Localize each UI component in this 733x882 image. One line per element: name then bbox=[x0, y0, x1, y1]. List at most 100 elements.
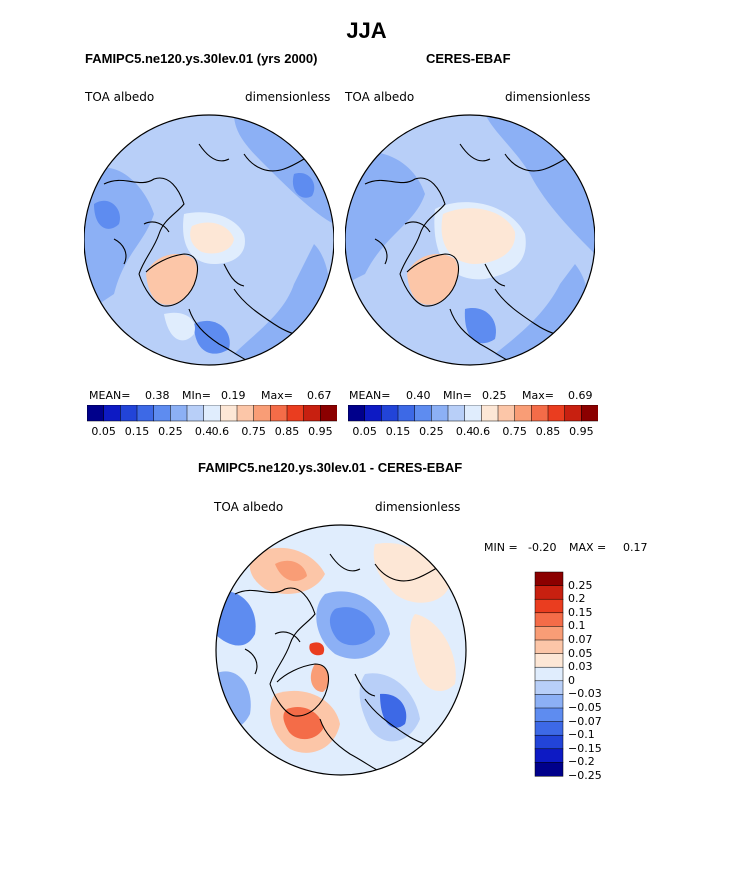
diff-colorbar-level-label: −0.03 bbox=[568, 687, 602, 701]
obs-colorbar-tick-label: 0.95 bbox=[569, 425, 594, 438]
obs-colorbar-box bbox=[381, 405, 399, 422]
diff-positive-core bbox=[310, 664, 329, 692]
obs-colorbar-tick-label: 0.25 bbox=[419, 425, 444, 438]
diff-max-label: MAX = bbox=[569, 541, 607, 554]
diff-variable-label: TOA albedo bbox=[214, 500, 284, 514]
obs-mean-label: MEAN= bbox=[349, 389, 391, 402]
obs-units-label: dimensionless bbox=[505, 90, 591, 104]
obs-colorbar-tick-label: 0.15 bbox=[385, 425, 411, 438]
model-colorbar-box bbox=[203, 405, 221, 422]
obs-colorbar-tick-label: 0.4 bbox=[455, 425, 474, 438]
model-colorbar-box bbox=[186, 405, 205, 422]
obs-colorbar-box bbox=[364, 405, 382, 422]
diff-positive-core bbox=[309, 642, 325, 656]
model-max-label: Max= bbox=[261, 389, 293, 402]
obs-greenland-region bbox=[407, 254, 459, 305]
diff-colorbar-level-label: −0.25 bbox=[568, 769, 602, 782]
model-map-border bbox=[84, 114, 334, 366]
obs-colorbar bbox=[348, 405, 598, 422]
obs-colorbar-box bbox=[431, 405, 449, 422]
diff-colorbar-box bbox=[534, 666, 564, 682]
model-colorbar-box bbox=[120, 405, 138, 422]
model-colorbar-tick-label: 0.85 bbox=[274, 425, 300, 438]
diff-colorbar-box bbox=[534, 734, 564, 750]
model-greenland-region bbox=[146, 254, 198, 305]
model-units-label: dimensionless bbox=[245, 90, 331, 104]
model-colorbar bbox=[87, 405, 337, 422]
model-polar-map bbox=[84, 114, 334, 366]
diff-colorbar-box bbox=[534, 626, 564, 641]
diff-min-label: MIN = bbox=[484, 541, 518, 554]
diff-colorbar-level-label: 0.15 bbox=[568, 605, 593, 619]
diff-colorbar-box bbox=[534, 598, 564, 614]
diff-colorbar bbox=[534, 571, 564, 777]
obs-colorbar-box bbox=[514, 405, 532, 422]
diff-negative-region bbox=[216, 591, 256, 646]
obs-colorbar-box bbox=[464, 405, 482, 422]
model-min-label: MIn= bbox=[182, 389, 211, 402]
diff-colorbar-box bbox=[534, 680, 564, 695]
diff-negative-core bbox=[380, 693, 407, 728]
model-colorbar-box bbox=[236, 405, 255, 422]
diff-map-border bbox=[215, 524, 467, 776]
model-colorbar-box bbox=[103, 405, 121, 422]
model-high-albedo-region bbox=[190, 222, 234, 254]
model-colorbar-box bbox=[270, 405, 288, 422]
diff-colorbar-level-label: 0 bbox=[568, 673, 575, 687]
model-colorbar-box bbox=[253, 405, 271, 422]
obs-colorbar-tick-label: 0.75 bbox=[502, 425, 527, 438]
diff-colorbar-box bbox=[534, 721, 564, 736]
obs-colorbar-box bbox=[564, 405, 582, 422]
model-moderate-region bbox=[164, 312, 195, 341]
obs-polar-map bbox=[345, 114, 595, 366]
model-colorbar-box bbox=[320, 405, 337, 422]
obs-low-albedo-region bbox=[345, 151, 425, 284]
diff-colorbar-level-label: −0.05 bbox=[568, 701, 602, 714]
obs-colorbar-box bbox=[397, 405, 416, 422]
model-colorbar-box bbox=[87, 405, 105, 422]
obs-max-value: 0.69 bbox=[568, 389, 593, 402]
diff-colorbar-box bbox=[534, 612, 564, 627]
diff-colorbar-box bbox=[534, 694, 564, 709]
diff-colorbar-level-label: 0.2 bbox=[568, 592, 586, 606]
obs-colorbar-box bbox=[581, 405, 598, 422]
diff-colorbar-box bbox=[534, 585, 564, 600]
obs-max-label: Max= bbox=[522, 389, 554, 402]
obs-min-value: 0.25 bbox=[482, 389, 507, 402]
model-colorbar-tick-label: 0.15 bbox=[124, 425, 150, 438]
obs-colorbar-box bbox=[547, 405, 566, 422]
model-mean-value: 0.38 bbox=[145, 389, 170, 402]
obs-colorbar-tick-label: 0.05 bbox=[352, 425, 377, 438]
obs-min-label: MIn= bbox=[443, 389, 472, 402]
model-colorbar-tick-label: 0.95 bbox=[308, 425, 333, 438]
diff-colorbar-level-label: 0.03 bbox=[568, 660, 593, 674]
model-colorbar-box bbox=[170, 405, 188, 422]
model-colorbar-box bbox=[286, 405, 305, 422]
diff-positive-region bbox=[410, 614, 456, 692]
obs-panel-title: CERES-EBAF bbox=[426, 51, 511, 66]
model-variable-label: TOA albedo bbox=[85, 90, 155, 104]
model-colorbar-tick-label: 0.25 bbox=[158, 425, 183, 438]
obs-colorbar-box bbox=[497, 405, 516, 422]
diff-colorbar-box bbox=[534, 639, 564, 655]
model-colorbar-tick-label: 0.6 bbox=[211, 425, 230, 438]
diff-colorbar-level-label: −0.1 bbox=[568, 728, 595, 742]
model-colorbar-box bbox=[153, 405, 171, 422]
obs-map-border bbox=[345, 114, 595, 366]
obs-colorbar-box bbox=[348, 405, 366, 422]
diff-colorbar-level-label: 0.25 bbox=[568, 578, 593, 592]
diff-colorbar-level-label: −0.07 bbox=[568, 714, 602, 728]
model-colorbar-tick-label: 0.75 bbox=[241, 425, 266, 438]
diff-colorbar-box bbox=[534, 748, 564, 763]
diff-colorbar-box bbox=[534, 653, 564, 668]
obs-mean-value: 0.40 bbox=[406, 389, 431, 402]
model-colorbar-tick-label: 0.4 bbox=[194, 425, 213, 438]
model-low-albedo-patch bbox=[292, 173, 315, 198]
diff-positive-region bbox=[373, 543, 450, 603]
model-colorbar-tick-label: 0.05 bbox=[91, 425, 116, 438]
obs-colorbar-tick-label: 0.6 bbox=[472, 425, 491, 438]
diff-colorbar-level-label: 0.07 bbox=[568, 633, 593, 646]
model-colorbar-box bbox=[303, 405, 321, 422]
diff-negative-core bbox=[329, 607, 375, 646]
obs-colorbar-box bbox=[414, 405, 432, 422]
